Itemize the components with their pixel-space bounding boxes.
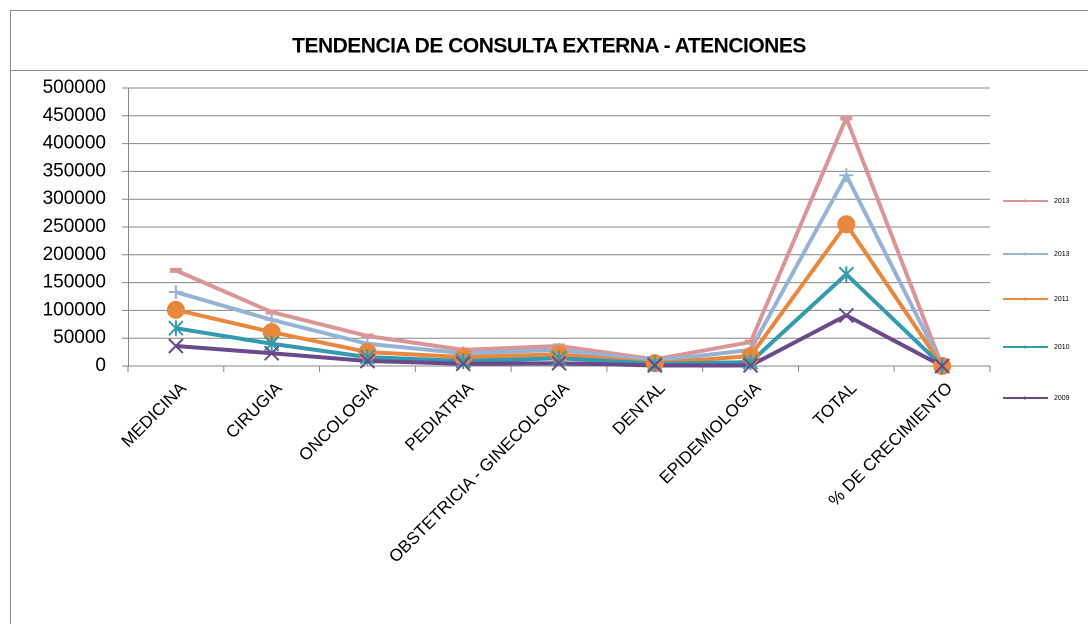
marker: [742, 357, 759, 374]
legend-marker: [1023, 345, 1027, 349]
y-tick-label: 50000: [53, 327, 106, 348]
marker: [455, 352, 471, 369]
y-tick-label: 150000: [43, 272, 106, 293]
legend-marker: [1023, 199, 1027, 203]
y-tick-label: 400000: [43, 133, 106, 154]
marker: [168, 320, 184, 337]
y-tick-label: 350000: [43, 160, 106, 181]
legend-label: 2013: [1054, 198, 1070, 205]
legend-marker: [1023, 297, 1027, 301]
marker: [166, 300, 185, 319]
marker: [838, 307, 855, 324]
marker: [551, 355, 567, 371]
legend-label: 2011: [1054, 296, 1069, 303]
legend-marker: [1023, 252, 1027, 256]
marker: [647, 357, 663, 374]
y-tick-label: 0: [95, 355, 106, 376]
legend-label: 2013: [1054, 251, 1070, 258]
marker: [837, 215, 856, 234]
marker: [168, 285, 183, 300]
y-tick-label: 450000: [43, 105, 106, 126]
legend-label: 2009: [1054, 395, 1070, 402]
marker: [455, 356, 471, 372]
marker: [168, 338, 184, 354]
y-tick-label: 200000: [43, 244, 106, 265]
marker: [359, 353, 376, 369]
marker: [742, 354, 759, 371]
y-tick-label: 100000: [43, 299, 106, 320]
marker: [263, 345, 280, 361]
marker: [839, 168, 854, 183]
y-tick-label: 500000: [43, 77, 106, 98]
marker: [647, 355, 663, 372]
chart-title: TENDENCIA DE CONSULTA EXTERNA - ATENCION…: [292, 35, 806, 58]
y-tick-label: 300000: [43, 188, 106, 209]
marker: [838, 266, 855, 283]
marker: [934, 358, 950, 374]
marker: [359, 349, 376, 366]
legend-label: 2010: [1054, 344, 1070, 351]
legend-marker: [1023, 396, 1027, 400]
y-tick-label: 250000: [43, 216, 106, 237]
